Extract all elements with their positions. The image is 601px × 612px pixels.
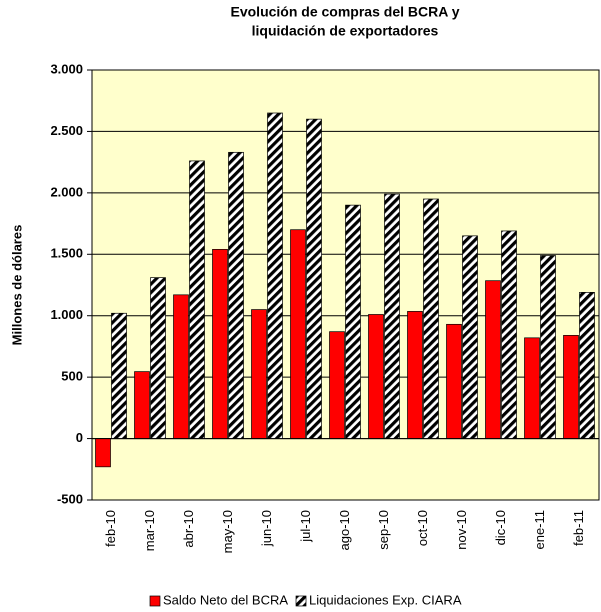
legend-label: Saldo Neto del BCRA bbox=[163, 592, 288, 607]
bar bbox=[345, 204, 361, 439]
chart-title: Evolución de compras del BCRA y bbox=[231, 4, 460, 20]
x-tick-label: dic-10 bbox=[493, 510, 508, 545]
bar bbox=[95, 438, 111, 468]
legend-label: Liquidaciones Exp. CIARA bbox=[309, 592, 462, 607]
x-tick-label: jun-10 bbox=[259, 510, 274, 547]
x-tick-label: ago-10 bbox=[337, 510, 352, 550]
legend-swatch bbox=[295, 595, 307, 607]
bar bbox=[173, 294, 189, 439]
bar bbox=[446, 323, 462, 439]
bar bbox=[524, 337, 540, 439]
y-tick-label: 2.500 bbox=[50, 123, 83, 138]
y-tick-label: 3.000 bbox=[50, 61, 83, 76]
bar bbox=[306, 118, 322, 439]
chart-title: liquidación de exportadores bbox=[252, 23, 439, 39]
y-tick-label: -500 bbox=[57, 491, 83, 506]
x-tick-label: mar-10 bbox=[142, 510, 157, 551]
y-tick-label: 2.000 bbox=[50, 184, 83, 199]
y-tick-label: 0 bbox=[76, 430, 83, 445]
legend-swatch bbox=[149, 595, 161, 607]
bar bbox=[485, 280, 501, 439]
bar bbox=[384, 193, 400, 439]
x-tick-label: jul-10 bbox=[298, 510, 313, 543]
bar bbox=[462, 235, 478, 439]
bar bbox=[150, 277, 166, 439]
bar bbox=[111, 312, 127, 439]
bar bbox=[501, 230, 517, 439]
bar bbox=[540, 255, 556, 439]
x-tick-label: abr-10 bbox=[181, 510, 196, 548]
bar bbox=[189, 160, 205, 439]
bar bbox=[267, 112, 283, 439]
bar bbox=[368, 314, 384, 439]
x-tick-label: feb-10 bbox=[103, 510, 118, 547]
x-tick-label: sep-10 bbox=[376, 510, 391, 550]
x-tick-label: nov-10 bbox=[454, 510, 469, 550]
bar bbox=[251, 309, 267, 439]
y-axis-label: Millones de dólares bbox=[9, 225, 24, 346]
x-tick-label: feb-11 bbox=[571, 510, 586, 546]
y-tick-label: 1.000 bbox=[50, 307, 83, 322]
bar bbox=[329, 331, 345, 439]
bar bbox=[134, 371, 150, 439]
x-tick-label: ene-11 bbox=[532, 510, 547, 550]
bar bbox=[212, 249, 228, 439]
y-tick-label: 500 bbox=[61, 369, 83, 384]
bar bbox=[423, 198, 439, 439]
x-tick-label: may-10 bbox=[220, 510, 235, 553]
bar bbox=[563, 335, 579, 439]
bar bbox=[407, 311, 423, 439]
bar bbox=[228, 151, 244, 439]
y-tick-label: 1.500 bbox=[50, 246, 83, 261]
bar bbox=[579, 292, 595, 439]
x-tick-label: oct-10 bbox=[415, 510, 430, 546]
bar bbox=[290, 229, 306, 439]
